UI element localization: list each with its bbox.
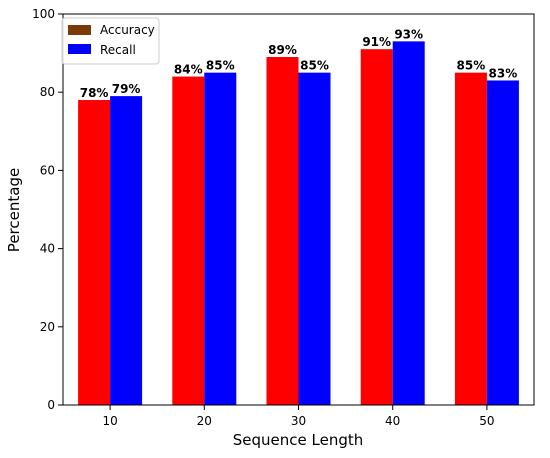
y-tick-label-100: 100 [32,7,55,21]
y-tick-label-0: 0 [47,398,55,412]
x-axis-label: Sequence Length [233,431,364,449]
bar-recall-40 [392,41,425,406]
data-label-recall-50: 83% [489,66,518,80]
data-label-accuracy-50: 85% [457,59,486,73]
data-label-accuracy-40: 91% [362,35,391,49]
bar-accuracy-30 [266,57,299,405]
y-axis: 0 20 40 60 80 100 [32,7,63,412]
data-label-recall-10: 79% [112,82,141,96]
y-tick-label-80: 80 [40,85,55,99]
legend: Accuracy Recall [61,17,160,65]
bar-recall-30 [298,72,331,406]
bar-accuracy-20 [172,76,205,405]
data-label-accuracy-30: 89% [268,43,297,57]
legend-swatch-recall [68,44,91,54]
data-label-recall-40: 93% [394,27,423,41]
y-tick-label-40: 40 [40,242,55,256]
legend-swatch-accuracy [68,25,91,35]
data-label-accuracy-10: 78% [80,86,109,100]
bar-accuracy-50 [454,72,487,406]
bar-recall-20 [204,72,237,406]
x-tick-label-20: 20 [197,414,212,428]
chart-marks: 78% 79%84% 85%89%85%91%93%85%83% [78,27,519,406]
x-tick-label-10: 10 [102,414,117,428]
bar-recall-50 [486,80,519,405]
x-tick-label-30: 30 [291,414,306,428]
bar-recall-10 [110,96,143,406]
data-label-recall-30: 85% [300,59,329,73]
bar-accuracy-40 [360,49,393,405]
legend-label-recall: Recall [100,43,136,57]
x-tick-label-50: 50 [479,414,494,428]
bar-accuracy-10 [78,100,111,406]
data-label-accuracy-20: 84% [174,63,203,77]
x-axis: 10 20 30 40 50 [102,405,495,428]
y-axis-label: Percentage [5,168,23,252]
x-tick-label-40: 40 [385,414,400,428]
data-label-recall-20: 85% [206,59,235,73]
legend-label-accuracy: Accuracy [100,23,155,37]
y-tick-label-20: 20 [40,320,55,334]
y-tick-label-60: 60 [40,163,55,177]
